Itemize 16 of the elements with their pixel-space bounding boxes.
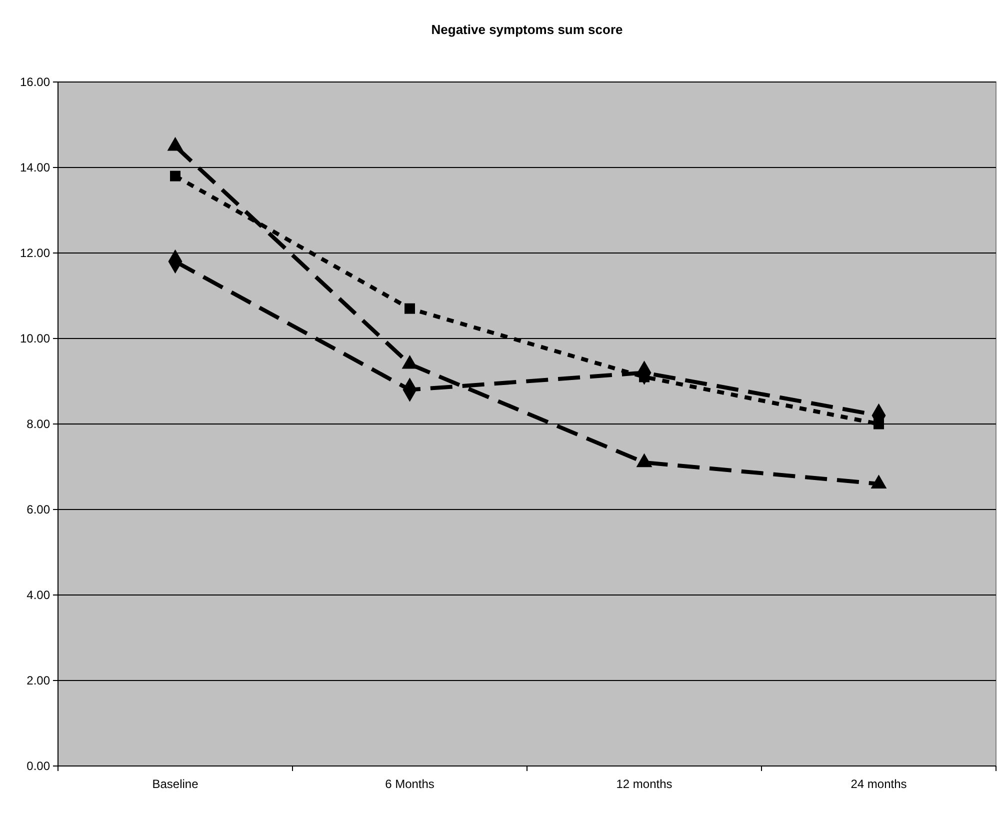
point [170, 170, 180, 182]
y-tick-label: 12.00 [20, 246, 50, 260]
chart-title: Negative symptoms sum score [431, 22, 623, 37]
y-tick-label: 8.00 [26, 417, 50, 432]
x-tick-label: 24 months [850, 777, 907, 791]
y-tick-label: 0.00 [26, 759, 50, 774]
x-tick-label: 6 Months [385, 777, 434, 791]
y-tick-label: 10.00 [20, 332, 50, 346]
point [404, 303, 415, 314]
x-tick-label: 12 months [616, 777, 672, 791]
y-tick-label: 16.00 [20, 75, 50, 90]
y-tick-label: 2.00 [26, 674, 50, 688]
y-tick-label: 14.00 [20, 160, 50, 175]
x-tick-label: Baseline [152, 777, 199, 791]
y-tick-label: 6.00 [26, 502, 50, 517]
y-tick-label: 4.00 [26, 588, 50, 602]
